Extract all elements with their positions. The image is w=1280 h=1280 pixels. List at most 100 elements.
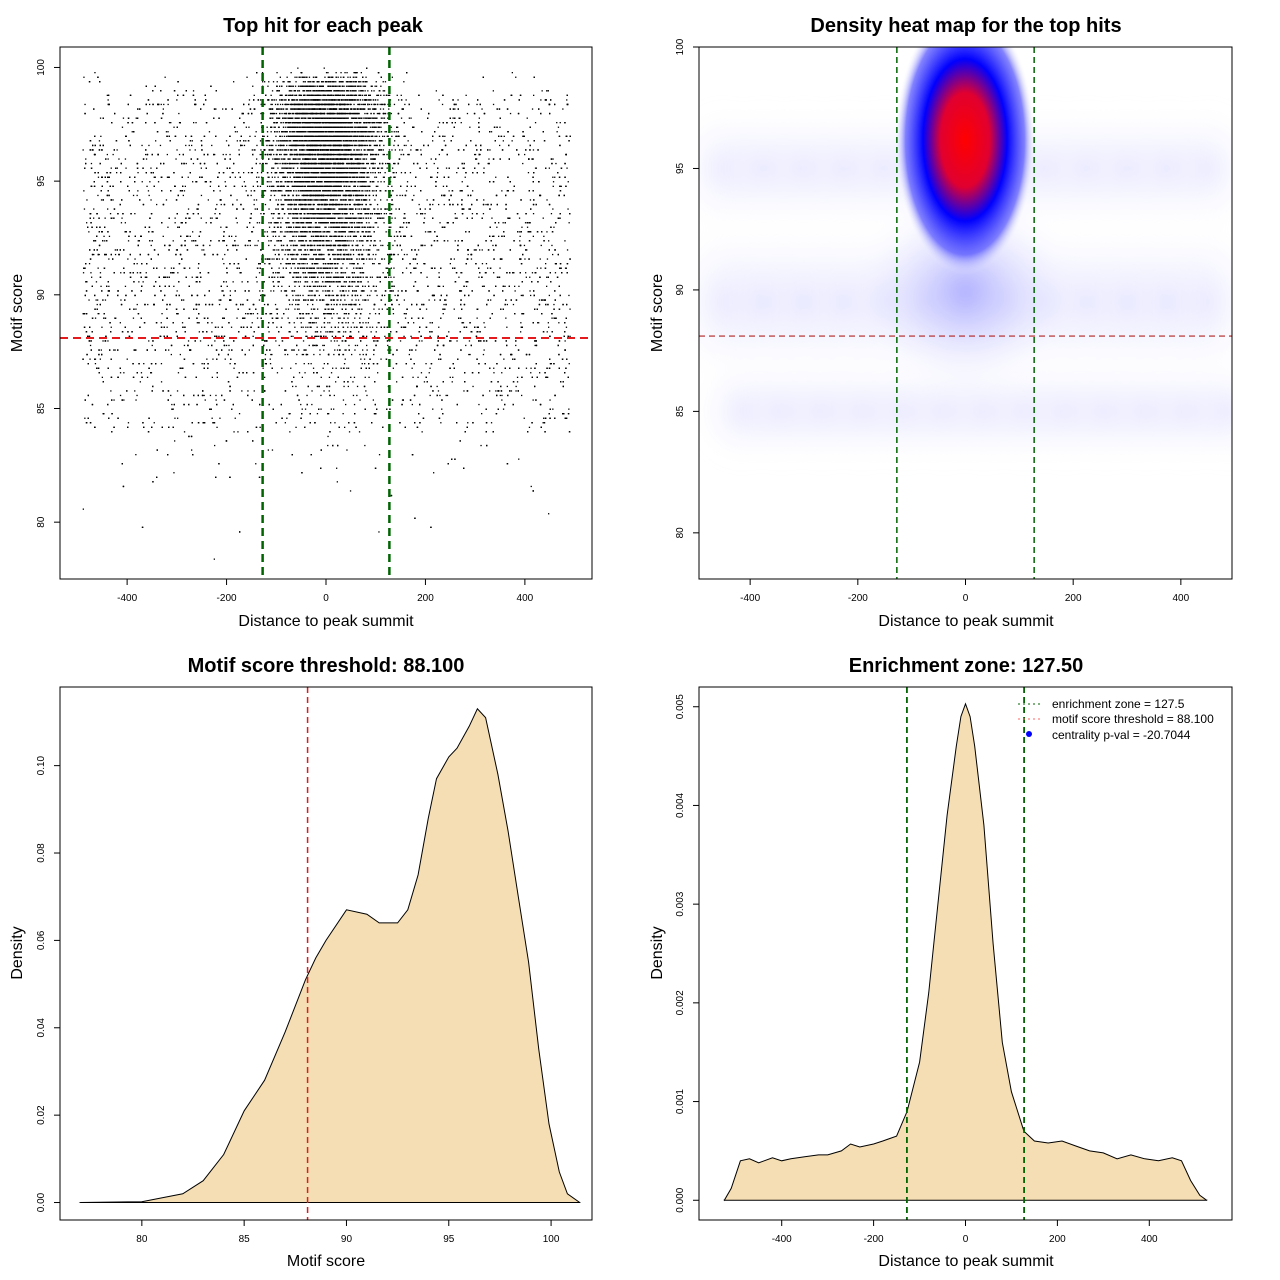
scatter-point <box>123 372 125 374</box>
scatter-point <box>233 431 235 433</box>
scatter-point <box>424 213 426 215</box>
scatter-point <box>526 226 529 228</box>
scatter-point <box>225 153 227 156</box>
scatter-point <box>425 162 427 165</box>
scatter-point <box>201 249 203 251</box>
scatter-point <box>307 294 309 297</box>
scatter-point <box>336 249 339 251</box>
scatter-point <box>362 353 364 356</box>
scatter-point <box>329 276 331 278</box>
scatter-point <box>230 326 233 328</box>
scatter-point <box>236 131 238 133</box>
scatter-point <box>403 313 405 315</box>
scatter-point <box>216 426 218 428</box>
scatter-point <box>229 363 231 365</box>
scatter-point <box>470 258 473 260</box>
scatter-point <box>241 390 243 392</box>
scatter-point <box>109 213 112 215</box>
scatter-point <box>199 340 202 342</box>
scatter-point <box>315 290 318 292</box>
scatter-point <box>293 349 295 351</box>
scatter-point <box>442 313 444 315</box>
scatter-point <box>330 235 332 237</box>
scatter-point <box>462 322 465 324</box>
scatter-point <box>110 167 112 169</box>
scatter-point <box>433 472 435 474</box>
scatter-point <box>236 222 238 224</box>
scatter-point <box>366 294 369 297</box>
scatter-point <box>191 276 193 278</box>
scatter-point <box>552 158 554 160</box>
scatter-point <box>141 181 143 183</box>
scatter-point <box>174 217 176 219</box>
scatter-point <box>92 149 94 151</box>
scatter-point <box>373 308 375 310</box>
scatter-point <box>438 326 440 328</box>
scatter-point <box>197 267 199 269</box>
scatter-point <box>441 103 444 106</box>
scatter-point <box>195 244 197 247</box>
scatter-point <box>514 285 516 287</box>
scatter-point <box>176 290 178 292</box>
scatter-point <box>481 413 483 415</box>
scatter-point <box>545 263 547 265</box>
scatter-point <box>198 331 200 333</box>
scatter-point <box>496 226 498 228</box>
scatter-point <box>476 158 478 160</box>
scatter-point <box>445 299 447 301</box>
scatter-point <box>181 322 184 324</box>
scatter-point <box>215 394 217 397</box>
scatter-point <box>108 285 110 287</box>
scatter-point <box>514 290 516 292</box>
scatter-point <box>93 217 95 219</box>
scatter-point <box>519 240 521 242</box>
scatter-point <box>82 149 84 151</box>
scatter-point <box>228 349 230 351</box>
scatter-point <box>107 99 109 101</box>
scatter-point <box>147 303 149 306</box>
scatter-point <box>344 249 346 251</box>
scatter-point <box>344 426 346 428</box>
scatter-point <box>219 417 221 419</box>
scatter-point <box>435 90 437 92</box>
scatter-point <box>483 199 485 201</box>
scatter-point <box>194 149 196 151</box>
scatter-point <box>529 276 531 278</box>
scatter-point <box>180 367 182 369</box>
scatter-point <box>437 172 439 174</box>
scatter-point <box>122 117 125 119</box>
scatter-point <box>550 213 553 215</box>
scatter-point <box>284 422 286 424</box>
scatter-point <box>98 140 101 142</box>
scatter-point <box>145 153 147 156</box>
scatter-point <box>112 217 114 219</box>
scatter-point <box>342 149 344 151</box>
scatter-point <box>485 263 488 265</box>
scatter-point <box>552 208 554 210</box>
scatter-point <box>85 158 87 160</box>
scatter-point <box>108 235 111 237</box>
scatter-point <box>95 281 98 283</box>
scatter-point <box>469 353 471 356</box>
scatter-point <box>178 122 181 124</box>
scatter-point <box>234 131 237 133</box>
scatter-point <box>540 99 542 101</box>
scatter-point <box>555 162 557 165</box>
scatter-point <box>515 76 517 78</box>
scatter-point <box>478 403 480 406</box>
scatter-point <box>302 267 304 269</box>
scatter-point <box>518 285 520 287</box>
scatter-point <box>323 344 325 347</box>
scatter-point <box>553 226 555 228</box>
scatter-point <box>442 185 445 187</box>
scatter-point <box>84 417 86 419</box>
scatter-point <box>148 194 150 197</box>
scatter-point <box>346 449 348 451</box>
scatter-point <box>410 185 412 187</box>
scatter-point <box>268 208 270 210</box>
scatter-point <box>501 190 503 192</box>
scatter-point <box>174 440 176 442</box>
scatter-point <box>421 431 423 433</box>
scatter-point <box>103 317 105 319</box>
scatter-point <box>553 317 555 319</box>
